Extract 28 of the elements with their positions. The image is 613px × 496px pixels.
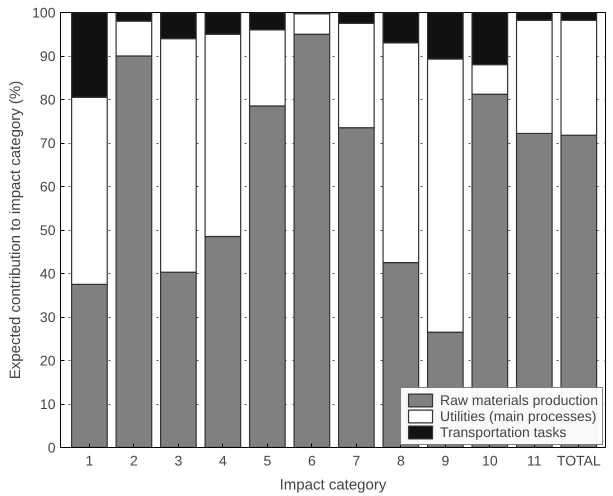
legend-label: Utilities (main processes) — [440, 408, 596, 424]
legend-label: Raw materials production — [440, 392, 598, 408]
x-axis-title: Impact category — [280, 476, 387, 494]
y-tick-label: 80 — [40, 92, 56, 108]
x-tick-label: 5 — [263, 452, 272, 468]
y-tick-label: 70 — [40, 135, 56, 151]
x-tick-label: 1 — [86, 452, 94, 468]
x-tick-label: 9 — [441, 452, 450, 468]
x-tick-label: 8 — [396, 452, 405, 468]
y-tick-label: 0 — [48, 440, 56, 456]
x-tick-label: TOTAL — [556, 452, 601, 468]
x-tick-label: 2 — [130, 452, 138, 468]
y-tick-label: 30 — [40, 309, 56, 325]
x-tick-label: 6 — [308, 452, 316, 468]
y-tick-label: 90 — [40, 48, 56, 64]
y-tick-label: 10 — [40, 396, 56, 412]
x-tick-label: 7 — [352, 452, 360, 468]
y-tick-label: 60 — [40, 178, 56, 194]
legend-label: Transportation tasks — [440, 424, 566, 440]
y-tick-label: 20 — [40, 352, 56, 368]
x-tick-label: 10 — [482, 452, 498, 468]
x-tick-label: 3 — [174, 452, 183, 468]
x-tick-label: 4 — [218, 452, 227, 468]
x-tick-label: 11 — [527, 452, 542, 468]
y-tick-label: 50 — [40, 222, 56, 238]
y-axis-title: Expected contribution to impact category (%) — [7, 80, 24, 380]
y-tick-label: 100 — [32, 4, 56, 20]
y-tick-label: 40 — [40, 266, 56, 282]
